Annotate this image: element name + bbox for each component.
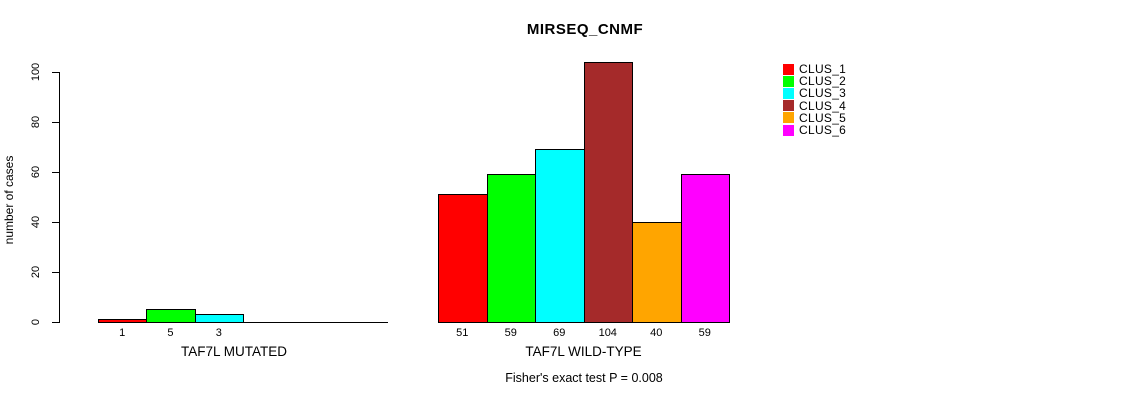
legend-entry: CLUS_3 [783, 87, 846, 99]
bar-clus_6 [681, 174, 730, 323]
bar-value-label: 59 [698, 327, 711, 339]
group-label: TAF7L WILD-TYPE [525, 344, 642, 359]
bar-value-label: 40 [650, 327, 663, 339]
bar-value-label: 3 [215, 327, 222, 339]
legend-entry: CLUS_2 [783, 75, 846, 87]
bar-clus_5 [632, 222, 682, 323]
legend: CLUS_1 CLUS_2 CLUS_3 CLUS_4 CLUS_5 CLUS_6 [783, 63, 846, 136]
bar-clus_1 [98, 319, 147, 323]
legend-entry: CLUS_4 [783, 100, 846, 112]
y-axis-tick-label: 80 [30, 115, 42, 129]
y-axis-tick-label: 60 [30, 165, 42, 179]
legend-label: CLUS_2 [799, 74, 847, 89]
y-axis-line [59, 72, 60, 323]
y-axis-tick [52, 172, 59, 173]
legend-swatch-icon [783, 112, 794, 124]
legend-swatch-icon [783, 75, 794, 87]
legend-label: CLUS_1 [799, 62, 847, 77]
y-axis-tick [52, 322, 59, 323]
bar-value-label: 51 [456, 327, 469, 339]
y-axis-tick [52, 222, 59, 223]
legend-swatch-icon [783, 124, 794, 136]
y-axis-title: number of cases [2, 155, 16, 245]
legend-swatch-icon [783, 63, 794, 75]
bar-clus_4 [584, 62, 633, 323]
bar-clus_3 [195, 314, 244, 323]
y-axis-tick-label: 0 [30, 318, 42, 326]
y-axis-tick-label: 40 [30, 215, 42, 229]
legend-entry: CLUS_5 [783, 112, 846, 124]
legend-entry: CLUS_6 [783, 124, 846, 136]
y-axis-tick [52, 72, 59, 73]
legend-entry: CLUS_1 [783, 63, 846, 75]
bar-value-label: 69 [553, 327, 566, 339]
y-axis-tick-label: 100 [30, 62, 42, 82]
bar-clus_2 [487, 174, 536, 323]
legend-label: CLUS_5 [799, 110, 847, 125]
chart-title: MIRSEQ_CNMF [526, 21, 644, 38]
legend-label: CLUS_6 [799, 123, 847, 138]
y-axis-tick [52, 272, 59, 273]
bar-value-label: 104 [598, 327, 617, 339]
bar-value-label: 1 [119, 327, 126, 339]
legend-label: CLUS_3 [799, 86, 847, 101]
legend-swatch-icon [783, 100, 794, 112]
bar-value-label: 5 [167, 327, 174, 339]
bar-clus_3 [535, 149, 585, 323]
bar-clus_1 [438, 194, 488, 323]
bar-clus_2 [146, 309, 196, 323]
legend-swatch-icon [783, 87, 794, 99]
y-axis-tick [52, 122, 59, 123]
y-axis-tick-label: 20 [30, 265, 42, 279]
group-label: TAF7L MUTATED [180, 344, 288, 359]
footnote-text: Fisher's exact test P = 0.008 [505, 371, 663, 385]
bar-value-label: 59 [504, 327, 517, 339]
legend-label: CLUS_4 [799, 98, 847, 113]
